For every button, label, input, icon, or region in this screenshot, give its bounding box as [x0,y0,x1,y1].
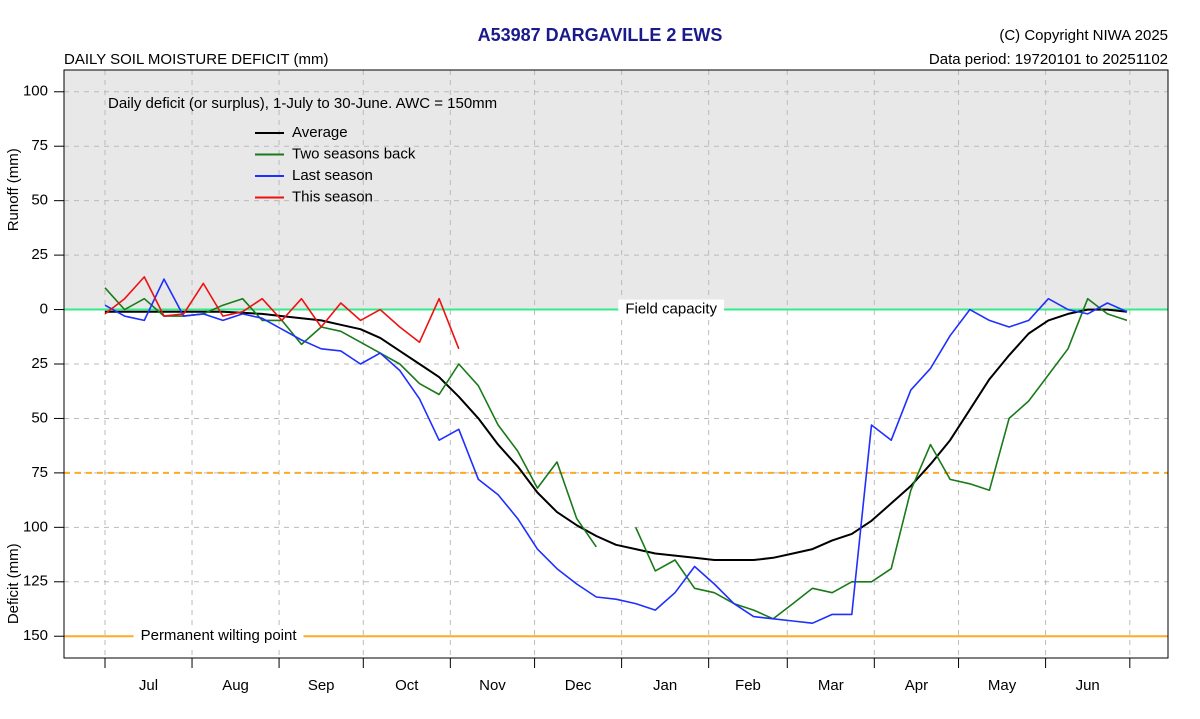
copyright: (C) Copyright NIWA 2025 [999,27,1168,44]
chart-title: A53987 DARGAVILLE 2 EWS [478,25,723,45]
x-tick-label: Apr [905,677,928,694]
x-tick-label: Feb [735,677,761,694]
y-tick-label: 50 [31,192,48,209]
legend-label: Last season [292,167,373,184]
x-tick-label: Nov [479,677,506,694]
y-tick-label: 150 [23,627,48,644]
series-line [105,308,1128,561]
label-background [618,299,725,320]
legend-label: This season [292,188,373,205]
y-tick-label: 125 [23,573,48,590]
x-tick-label: Aug [222,677,249,694]
y-tick-label: 50 [31,409,48,426]
y-axis-title: Runoff (mm) [5,148,22,231]
series-line [104,276,460,350]
x-tick-label: Dec [565,677,592,694]
data-period: Data period: 19720101 to 20251102 [929,51,1168,68]
y-axis-title: Deficit (mm) [5,543,22,624]
x-tick-label: Jul [139,677,158,694]
x-tick-label: Jan [653,677,677,694]
x-tick-label: Mar [818,677,844,694]
x-tick-label: May [988,677,1017,694]
y-tick-label: 25 [31,246,48,263]
annotation: Daily deficit (or surplus), 1-July to 30… [108,95,497,112]
y-tick-label: 100 [23,83,48,100]
reference-label: Field capacity [625,301,717,318]
x-tick-label: Jun [1076,677,1100,694]
runoff-area [64,70,1168,310]
chart-subtitle: DAILY SOIL MOISTURE DEFICIT (mm) [64,51,328,68]
series-line [104,278,1128,624]
legend-label: Two seasons back [292,145,416,162]
plot-frame [63,69,1169,659]
series-line [104,287,1128,620]
reference-label: Permanent wilting point [141,627,298,644]
y-tick-label: 100 [23,518,48,535]
label-background [133,626,304,647]
y-tick-label: 0 [40,301,48,318]
legend-label: Average [292,124,348,141]
x-tick-label: Sep [308,677,335,694]
x-tick-label: Oct [395,677,419,694]
y-tick-label: 75 [31,464,48,481]
y-tick-label: 25 [31,355,48,372]
y-tick-label: 75 [31,137,48,154]
